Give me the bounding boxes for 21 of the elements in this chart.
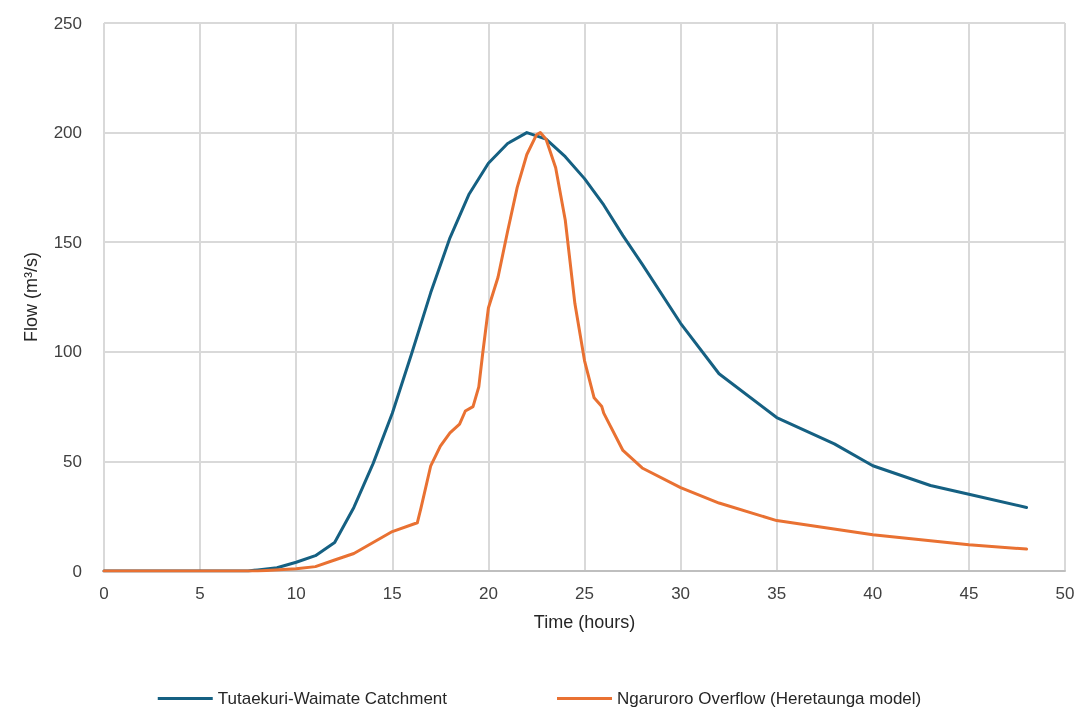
x-tick-label: 30 <box>671 584 691 603</box>
x-tick-label: 20 <box>478 584 498 603</box>
y-tick-label: 150 <box>53 232 82 252</box>
x-tick-label: 35 <box>767 584 787 603</box>
y-tick-label: 250 <box>53 13 82 33</box>
x-tick-label: 25 <box>575 584 594 603</box>
x-tick-label: 45 <box>959 584 979 603</box>
y-tick-label: 50 <box>63 451 82 471</box>
x-axis-title: Time (hours) <box>533 612 636 632</box>
x-tick-label: 10 <box>286 584 306 603</box>
y-tick-label: 100 <box>53 342 82 362</box>
x-tick-label: 0 <box>99 584 109 603</box>
x-tick-label: 40 <box>863 584 883 603</box>
x-tick-label: 5 <box>195 584 205 603</box>
x-tick-label: 15 <box>382 584 402 603</box>
legend-label: Tutaekuri-Waimate Catchment <box>217 689 448 708</box>
y-tick-label: 0 <box>72 561 82 581</box>
y-axis-title: Flow (m³/s) <box>21 252 41 342</box>
y-tick-label: 200 <box>53 123 82 143</box>
x-tick-label: 50 <box>1055 584 1075 603</box>
legend-label: Ngaruroro Overflow (Heretaunga model) <box>617 689 922 708</box>
